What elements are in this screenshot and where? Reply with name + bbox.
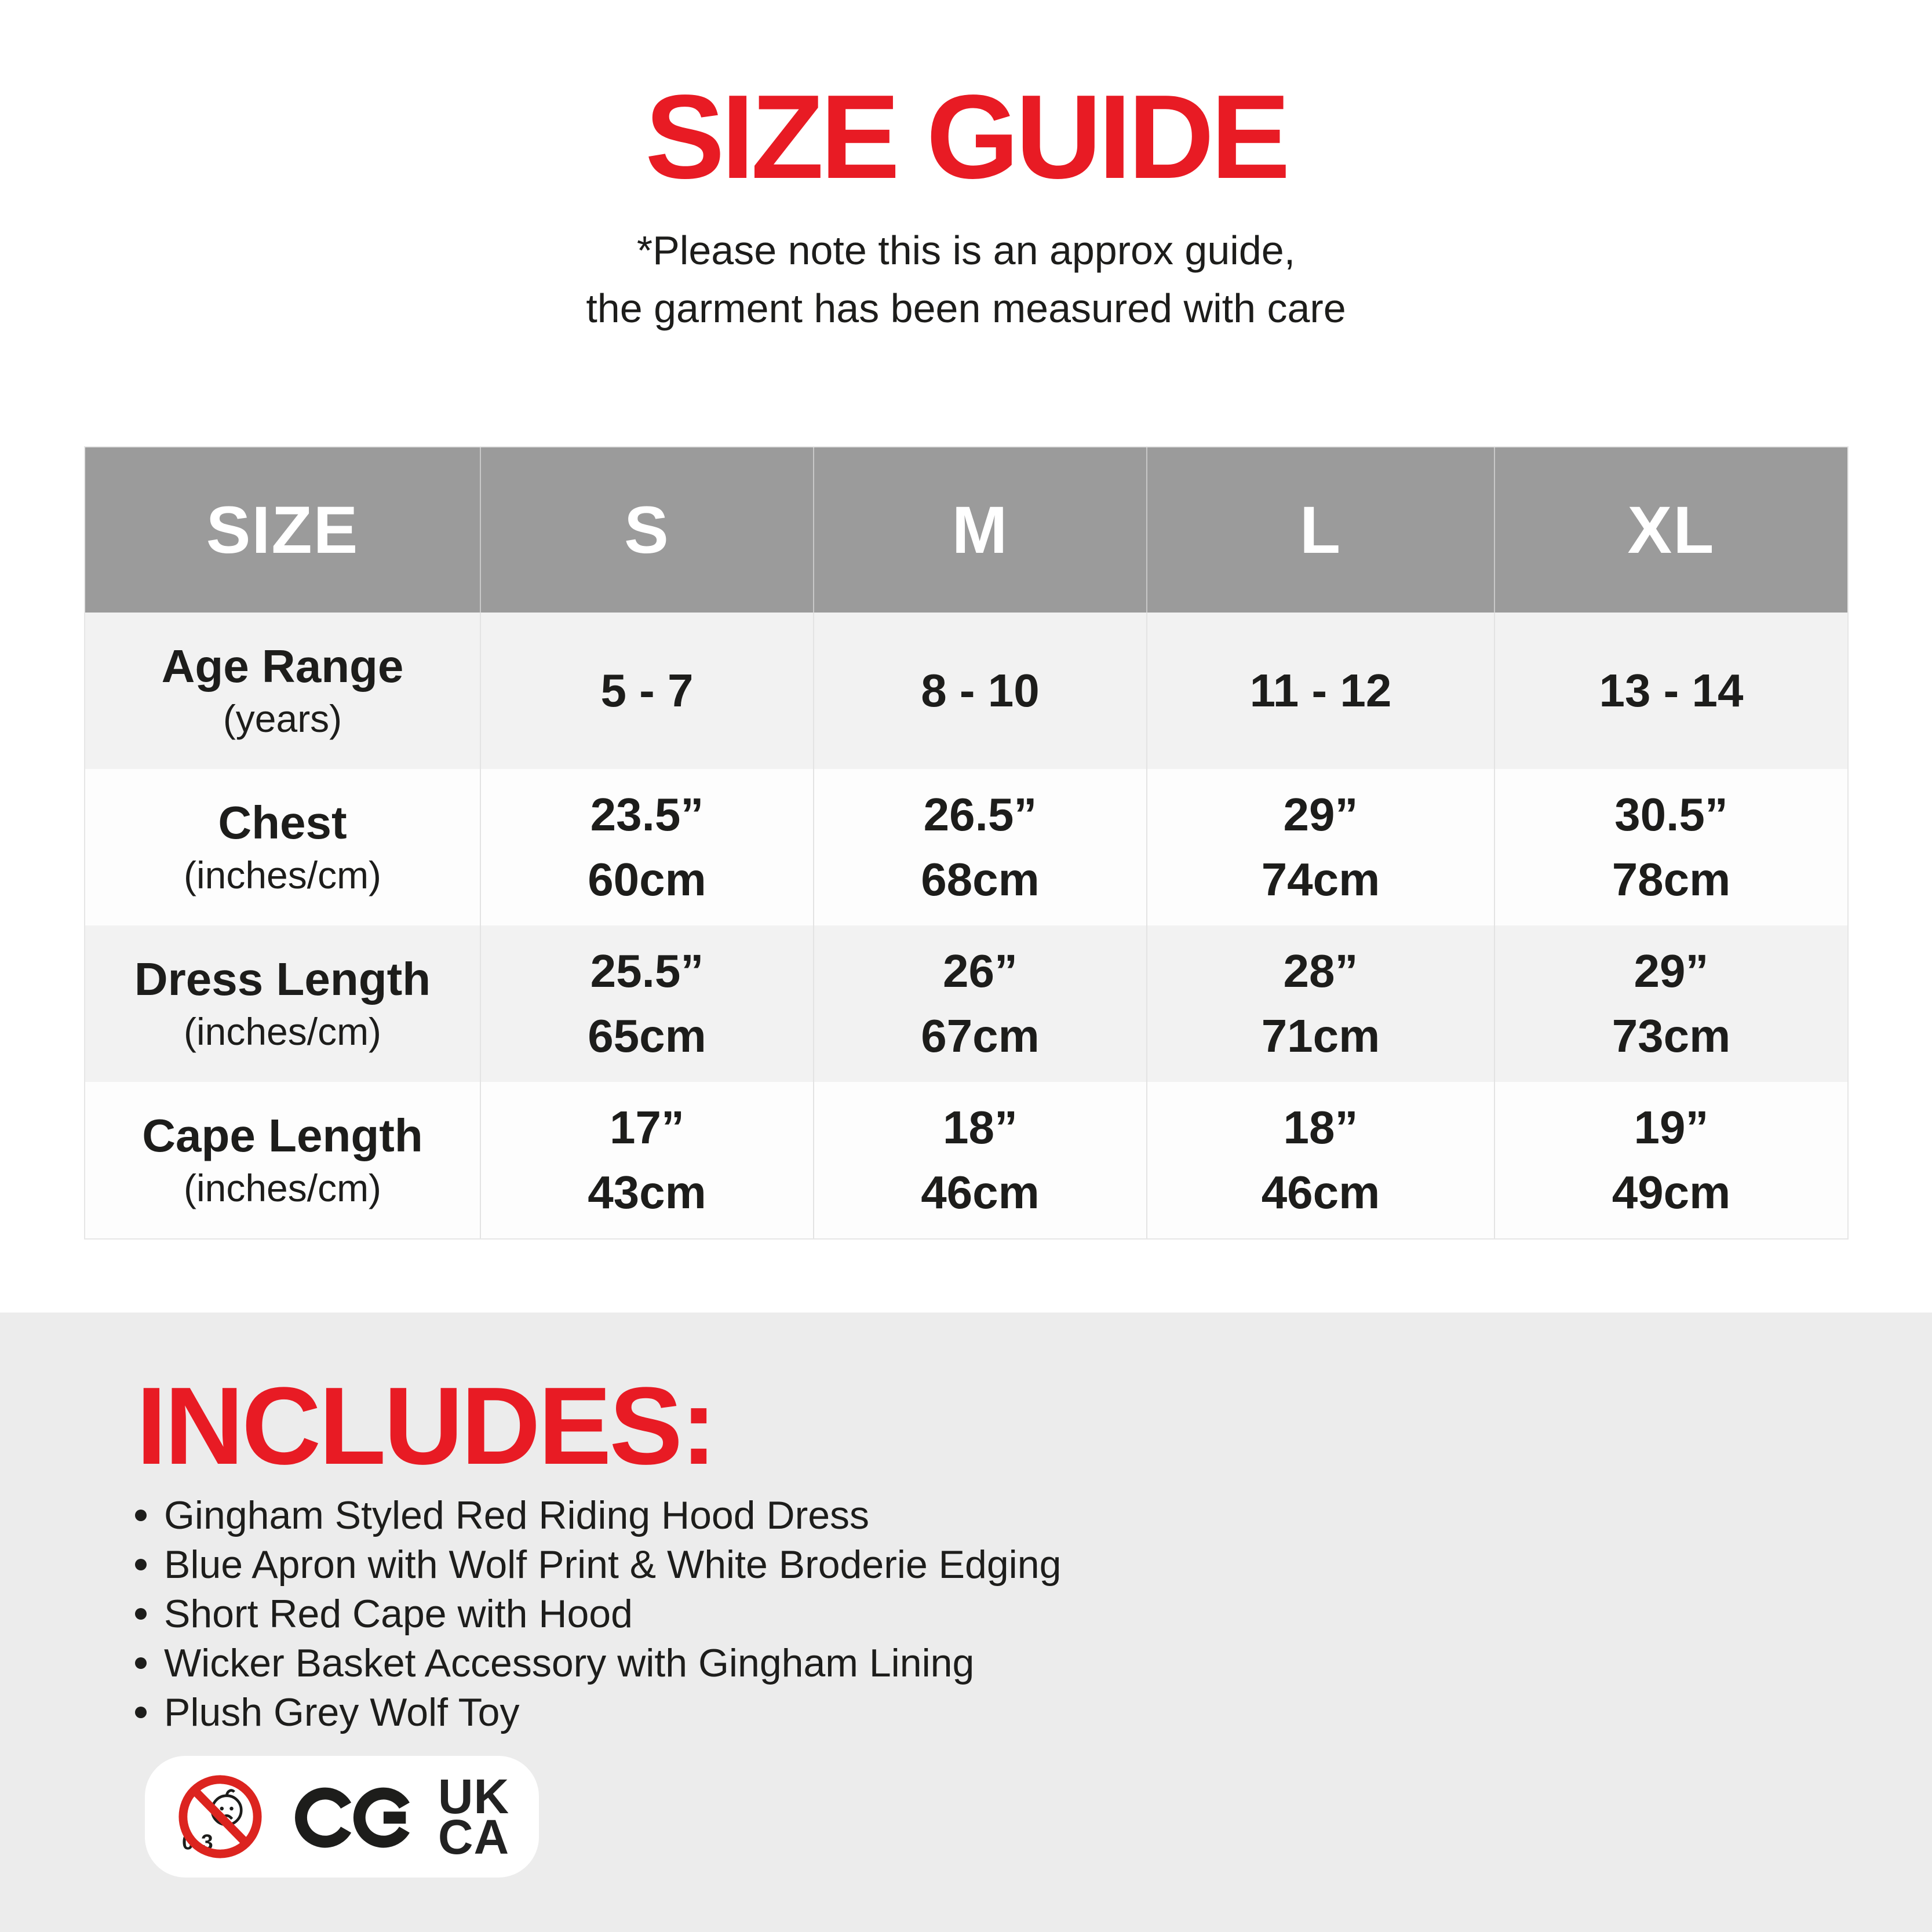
row-label: Cape Length — [142, 1110, 423, 1161]
value-cell: 13 - 14 — [1599, 665, 1744, 716]
ce-mark-icon — [294, 1787, 410, 1848]
value-cell: 29” 74cm — [1147, 769, 1495, 925]
bullet-dot — [135, 1657, 147, 1669]
size-table-header-row: SIZE S M L XL — [85, 447, 1847, 613]
value-cell: 26” 67cm — [814, 925, 1147, 1082]
table-row-age-range: Age Range (years) 5 - 7 8 - 10 11 - 12 1… — [85, 613, 1847, 769]
bullet-dot — [135, 1509, 147, 1521]
note-line-1: *Please note this is an approx guide, — [636, 228, 1296, 273]
value-cell: 17” 43cm — [481, 1082, 814, 1238]
row-sublabel: (inches/cm) — [183, 1167, 382, 1209]
value-cell: 5 - 7 — [481, 613, 814, 769]
includes-item-label: Plush Grey Wolf Toy — [164, 1690, 520, 1734]
row-label-cell: Age Range (years) — [85, 613, 481, 769]
includes-item-label: Gingham Styled Red Riding Hood Dress — [164, 1493, 870, 1537]
includes-item: Short Red Cape with Hood — [135, 1589, 1061, 1638]
ukca-line-2: CA — [438, 1810, 510, 1864]
row-label: Age Range — [161, 640, 404, 692]
value-cell: 25.5” 65cm — [481, 925, 814, 1082]
age-warning-0-3-icon: 0-3 — [178, 1775, 262, 1858]
value-cell: 19” 49cm — [1612, 1102, 1731, 1218]
includes-item-label: Blue Apron with Wolf Print & White Brode… — [164, 1542, 1062, 1587]
table-row-cape-length: Cape Length (inches/cm) 17” 43cm 18” 46cm … — [85, 1082, 1847, 1238]
note-line-2: the garment has been measured with care — [586, 286, 1346, 331]
value-cell: 11 - 12 — [1147, 613, 1495, 769]
page-title: SIZE GUIDE — [645, 70, 1291, 203]
value-cell: 18” 46cm — [1147, 1082, 1495, 1238]
safety-badge-pill: 0-3 UK CA — [145, 1756, 539, 1878]
table-row-chest: Chest (inches/cm) 23.5” 60cm 26.5” 68cm 29… — [85, 769, 1847, 925]
column-header-m: M — [814, 447, 1147, 613]
ukca-mark-icon: UK CA — [438, 1769, 510, 1864]
value-cell: 23.5” 60cm — [481, 769, 814, 925]
bullet-dot — [135, 1558, 147, 1570]
ukca-line-1: UK — [438, 1769, 510, 1824]
row-sublabel: (inches/cm) — [183, 854, 382, 896]
includes-item: Wicker Basket Accessory with Gingham Lin… — [135, 1638, 1061, 1687]
value-cell: 30.5” 78cm — [1612, 789, 1731, 905]
approx-guide-note: *Please note this is an approx guide, th… — [0, 221, 1932, 337]
bullet-dot — [135, 1706, 147, 1718]
row-label-cell: Chest (inches/cm) — [85, 769, 481, 925]
table-row-dress-length: Dress Length (inches/cm) 25.5” 65cm 26” 67… — [85, 925, 1847, 1082]
includes-heading: INCLUDES: — [136, 1365, 717, 1488]
column-header-l: L — [1147, 447, 1495, 613]
includes-item: Plush Grey Wolf Toy — [135, 1687, 1061, 1737]
row-sublabel: (years) — [223, 697, 342, 740]
size-table: SIZE S M L XL Age Range (years) 5 - 7 8 … — [84, 446, 1849, 1240]
column-header-s: S — [481, 447, 814, 613]
value-cell: 18” 46cm — [814, 1082, 1147, 1238]
includes-item-label: Short Red Cape with Hood — [164, 1591, 633, 1636]
value-cell: 26.5” 68cm — [814, 769, 1147, 925]
includes-item: Gingham Styled Red Riding Hood Dress — [135, 1490, 1061, 1540]
includes-item-label: Wicker Basket Accessory with Gingham Lin… — [164, 1641, 975, 1685]
row-label: Dress Length — [134, 953, 431, 1005]
value-cell: 28” 71cm — [1147, 925, 1495, 1082]
column-header-xl: XL — [1627, 493, 1715, 567]
row-label-cell: Cape Length (inches/cm) — [85, 1082, 481, 1238]
includes-list: Gingham Styled Red Riding Hood Dress Blu… — [135, 1490, 1061, 1737]
row-sublabel: (inches/cm) — [183, 1010, 382, 1053]
bullet-dot — [135, 1607, 147, 1620]
column-header-size: SIZE — [85, 447, 481, 613]
value-cell: 29” 73cm — [1612, 945, 1731, 1062]
row-label: Chest — [218, 797, 347, 848]
value-cell: 8 - 10 — [814, 613, 1147, 769]
row-label-cell: Dress Length (inches/cm) — [85, 925, 481, 1082]
includes-item: Blue Apron with Wolf Print & White Brode… — [135, 1540, 1061, 1589]
